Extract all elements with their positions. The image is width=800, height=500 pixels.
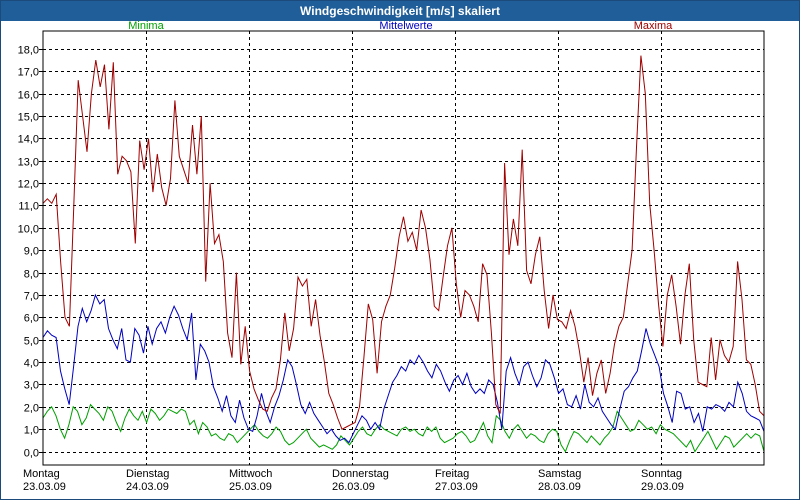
x-tick-date-label: 24.03.09 [126, 481, 169, 493]
legend-maxima: Maxima [634, 21, 673, 32]
series-line-mittelwerte [42, 293, 765, 444]
y-tick-label: 14,0 [18, 134, 39, 146]
y-tick-label: 5,0 [24, 336, 39, 348]
grid [43, 31, 764, 465]
x-tick-day-label: Dienstag [126, 468, 169, 480]
legend: Minima Mittelwerte Maxima [128, 21, 673, 32]
y-tick-label: 13,0 [18, 157, 39, 169]
y-tick-label: 7,0 [24, 291, 39, 303]
y-tick-label: 0,0 [24, 448, 39, 460]
y-tick-label: 12,0 [18, 179, 39, 191]
y-tick-label: 1,0 [24, 425, 39, 437]
x-tick-date-label: 26.03.09 [332, 481, 375, 493]
x-tick-day-label: Freitag [435, 468, 469, 480]
legend-minima: Minima [128, 21, 164, 32]
series-lines [42, 55, 765, 453]
x-tick-day-label: Mittwoch [229, 468, 272, 480]
x-tick-day-label: Sonntag [641, 468, 682, 480]
y-tick-label: 10,0 [18, 224, 39, 236]
y-tick-label: 8,0 [24, 269, 39, 281]
y-tick-label: 17,0 [18, 67, 39, 79]
wind-speed-chart: 0,0 1,0 2,0 3,0 4,0 5,0 6,0 7,0 8,0 9,0 10,0 11,0 12… [18, 21, 765, 493]
y-tick-label: 18,0 [18, 45, 39, 57]
x-tick-day-label: Donnerstag [332, 468, 389, 480]
y-tick-label: 2,0 [24, 403, 39, 415]
y-tick-label: 9,0 [24, 246, 39, 258]
y-tick-label: 4,0 [24, 358, 39, 370]
y-axis-ticks: 0,0 1,0 2,0 3,0 4,0 5,0 6,0 7,0 8,0 9,0 10,0 11,0 12… [18, 45, 43, 460]
y-tick-label: 11,0 [18, 201, 39, 213]
y-tick-label: 16,0 [18, 90, 39, 102]
x-tick-date-label: 25.03.09 [229, 481, 272, 493]
y-tick-label: 6,0 [24, 313, 39, 325]
x-tick-day-label: Samstag [538, 468, 581, 480]
window-title: Windgeschwindigkeit [m/s] skaliert [1, 1, 799, 21]
x-tick-date-label: 29.03.09 [641, 481, 684, 493]
x-tick-date-label: 27.03.09 [435, 481, 478, 493]
x-tick-day-label: Montag [23, 468, 60, 480]
x-tick-date-label: 28.03.09 [538, 481, 581, 493]
series-line-maxima [42, 55, 765, 430]
y-tick-label: 3,0 [24, 380, 39, 392]
y-tick-label: 15,0 [18, 112, 39, 124]
plot-frame [42, 30, 765, 466]
x-tick-date-label: 23.03.09 [23, 481, 66, 493]
series-line-minima [42, 403, 765, 453]
legend-mittelwerte: Mittelwerte [379, 21, 432, 32]
